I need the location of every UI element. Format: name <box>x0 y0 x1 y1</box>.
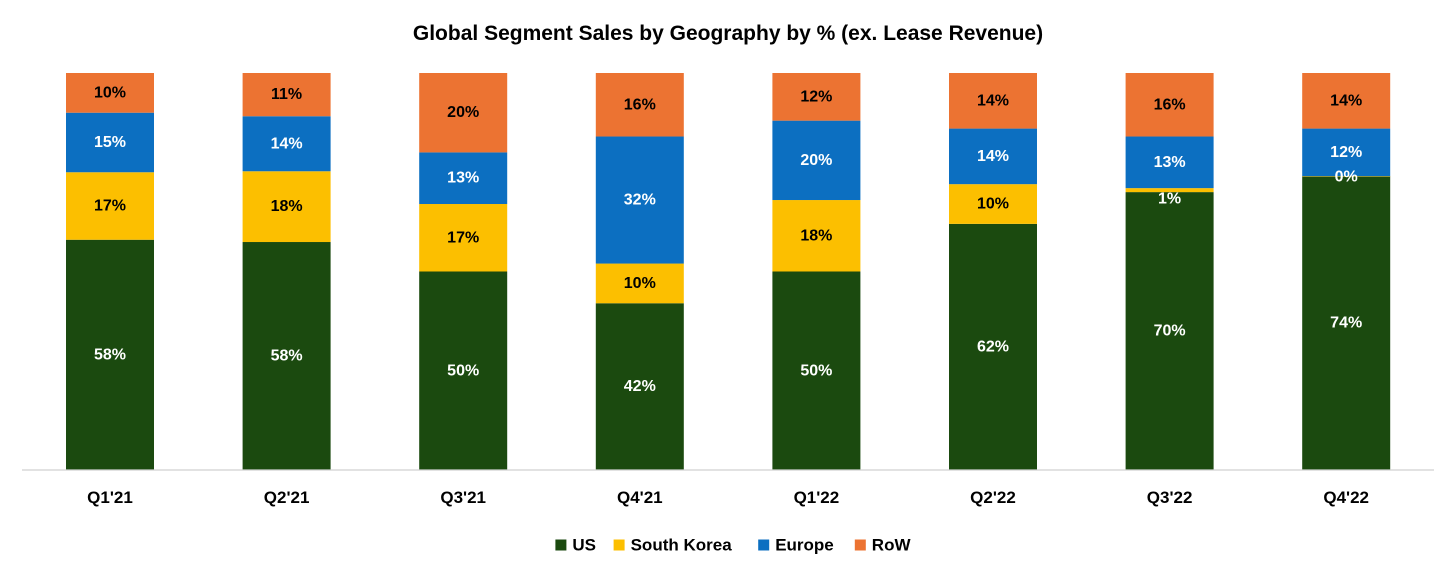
data-label-europe-q2-21: 14% <box>271 135 303 152</box>
data-label-row-q3-22: 16% <box>1154 96 1186 113</box>
bar-row-q3-22 <box>1125 73 1214 137</box>
legend-swatch-row <box>854 539 866 551</box>
bar-europe-q4-21 <box>595 136 684 264</box>
data-label-row-q1-21: 10% <box>94 84 126 101</box>
bar-us-q3-22 <box>1125 192 1214 470</box>
bar-us-q1-21 <box>66 239 154 470</box>
bar-row-q1-21 <box>66 73 154 113</box>
legend-label-south-korea: South Korea <box>631 536 733 555</box>
data-label-row-q4-21: 16% <box>624 96 656 113</box>
data-label-europe-q4-22: 12% <box>1330 144 1362 161</box>
chart-title: Global Segment Sales by Geography by % (… <box>413 22 1043 45</box>
data-label-south-korea-q1-22: 18% <box>800 227 832 244</box>
data-label-south-korea-q4-22: 0% <box>1335 169 1358 186</box>
data-label-us-q2-21: 58% <box>271 348 303 365</box>
data-label-europe-q3-22: 13% <box>1154 154 1186 171</box>
x-tick-label: Q1'21 <box>87 488 133 507</box>
data-label-europe-q1-21: 15% <box>94 134 126 151</box>
legend-label-us: US <box>572 536 596 555</box>
bar-europe-q1-22 <box>772 120 861 201</box>
x-tick-label: Q3'22 <box>1147 488 1193 507</box>
x-tick-label: Q2'22 <box>970 488 1016 507</box>
data-label-us-q1-22: 50% <box>800 362 832 379</box>
bar-row-q2-21 <box>242 73 331 117</box>
bar-europe-q2-21 <box>242 116 331 172</box>
legend-label-row: RoW <box>872 536 912 555</box>
bar-us-q4-21 <box>595 303 684 470</box>
data-label-south-korea-q2-22: 10% <box>977 196 1009 213</box>
legend-item-south-korea: South Korea <box>613 536 733 555</box>
data-label-europe-q4-21: 32% <box>624 192 656 209</box>
data-label-europe-q1-22: 20% <box>800 152 832 169</box>
bar-south-korea-q2-22 <box>949 184 1037 224</box>
data-label-south-korea-q1-21: 17% <box>94 198 126 215</box>
data-label-us-q2-22: 62% <box>977 338 1009 355</box>
data-label-row-q2-22: 14% <box>977 92 1009 109</box>
bar-south-korea-q1-22 <box>772 200 861 272</box>
bar-us-q2-22 <box>949 223 1037 470</box>
legend-item-row: RoW <box>854 536 912 555</box>
bar-row-q1-22 <box>772 73 861 121</box>
bar-europe-q3-21 <box>419 152 508 205</box>
legend-item-europe: Europe <box>758 536 834 555</box>
data-label-us-q4-22: 74% <box>1330 315 1362 332</box>
bar-south-korea-q3-21 <box>419 204 508 272</box>
bar-europe-q3-22 <box>1125 136 1214 189</box>
bar-row-q2-22 <box>949 73 1037 129</box>
bar-us-q4-22 <box>1302 176 1391 470</box>
data-label-south-korea-q2-21: 18% <box>271 198 303 215</box>
data-label-row-q4-22: 14% <box>1330 92 1362 109</box>
data-label-us-q1-21: 58% <box>94 346 126 363</box>
data-label-south-korea-q3-22: 1% <box>1158 191 1181 208</box>
legend-swatch-europe <box>758 539 770 551</box>
x-tick-label: Q1'22 <box>794 488 840 507</box>
data-label-us-q4-21: 42% <box>624 378 656 395</box>
bar-europe-q2-22 <box>949 128 1037 185</box>
bar-south-korea-q4-22 <box>1302 176 1391 177</box>
data-label-us-q3-22: 70% <box>1154 323 1186 340</box>
bar-us-q2-21 <box>242 242 331 470</box>
bar-row-q4-21 <box>595 73 684 137</box>
x-tick-label: Q2'21 <box>264 488 310 507</box>
bar-south-korea-q4-21 <box>595 263 684 304</box>
category-labels-group: Q1'21 Q2'21 Q3'21 Q4'21 Q1'22 Q2'22 Q3'22 Q4'22 <box>87 488 1369 507</box>
legend-item-us: US <box>555 536 596 555</box>
legend-swatch-south-korea <box>613 539 625 551</box>
data-label-europe-q2-22: 14% <box>977 148 1009 165</box>
data-label-us-q3-21: 50% <box>447 362 479 379</box>
bar-europe-q4-22 <box>1302 128 1391 177</box>
legend-label-europe: Europe <box>775 536 834 555</box>
data-label-row-q3-21: 20% <box>447 104 479 121</box>
bar-row-q3-21 <box>419 73 508 153</box>
data-label-row-q2-21: 11% <box>271 86 302 103</box>
bar-us-q1-22 <box>772 271 861 470</box>
data-label-south-korea-q4-21: 10% <box>624 275 656 292</box>
data-label-row-q1-22: 12% <box>800 88 832 105</box>
bar-south-korea-q3-22 <box>1125 188 1214 193</box>
bar-europe-q1-21 <box>66 112 154 173</box>
x-tick-label: Q4'22 <box>1323 488 1369 507</box>
legend-swatch-us <box>555 539 567 551</box>
data-label-south-korea-q3-21: 17% <box>447 229 479 246</box>
bar-south-korea-q2-21 <box>242 171 331 243</box>
x-tick-label: Q4'21 <box>617 488 663 507</box>
bar-south-korea-q1-21 <box>66 172 154 240</box>
legend: US South Korea Europe RoW <box>555 536 911 555</box>
bars-group: 58% 17% 15% 10% 58% 18% 14% 11% 50% 17% 13% 20% 42% 1… <box>66 73 1391 470</box>
data-label-europe-q3-21: 13% <box>447 170 479 187</box>
x-tick-label: Q3'21 <box>440 488 486 507</box>
bar-us-q3-21 <box>419 271 508 470</box>
bar-row-q4-22 <box>1302 73 1391 129</box>
